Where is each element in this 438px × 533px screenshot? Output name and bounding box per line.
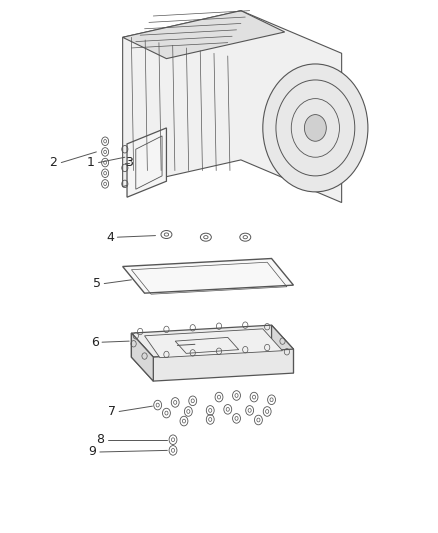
Text: 1: 1 (86, 156, 94, 169)
Text: 9: 9 (88, 446, 96, 458)
Text: 2: 2 (49, 156, 57, 169)
Text: 3: 3 (125, 156, 133, 169)
Text: 6: 6 (91, 336, 99, 349)
Polygon shape (272, 325, 293, 373)
Polygon shape (131, 325, 293, 357)
Polygon shape (153, 349, 293, 381)
Text: 4: 4 (106, 231, 114, 244)
Polygon shape (123, 11, 285, 59)
Polygon shape (131, 333, 153, 381)
Polygon shape (145, 329, 283, 358)
Text: 8: 8 (96, 433, 104, 446)
Polygon shape (123, 11, 342, 203)
Circle shape (304, 115, 326, 141)
Text: 5: 5 (93, 277, 101, 290)
Circle shape (263, 64, 368, 192)
Polygon shape (131, 333, 153, 381)
Text: 7: 7 (108, 405, 116, 418)
Polygon shape (123, 259, 293, 293)
Polygon shape (127, 128, 166, 197)
